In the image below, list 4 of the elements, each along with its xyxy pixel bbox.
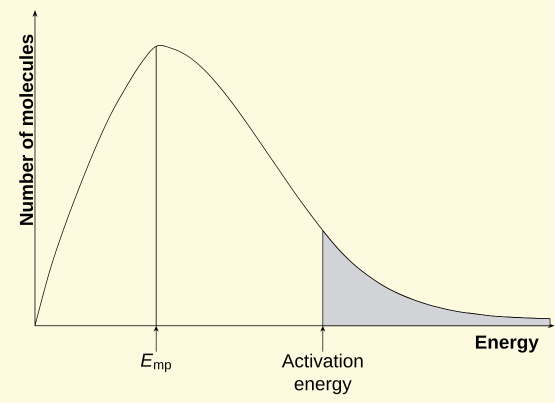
x-tick-label: Activation energy xyxy=(282,354,363,394)
y-axis-title: Number of molecules xyxy=(19,34,34,226)
x-axis-title: Energy xyxy=(476,336,539,353)
x-tick-label: E$_{mp}$ xyxy=(140,354,171,372)
